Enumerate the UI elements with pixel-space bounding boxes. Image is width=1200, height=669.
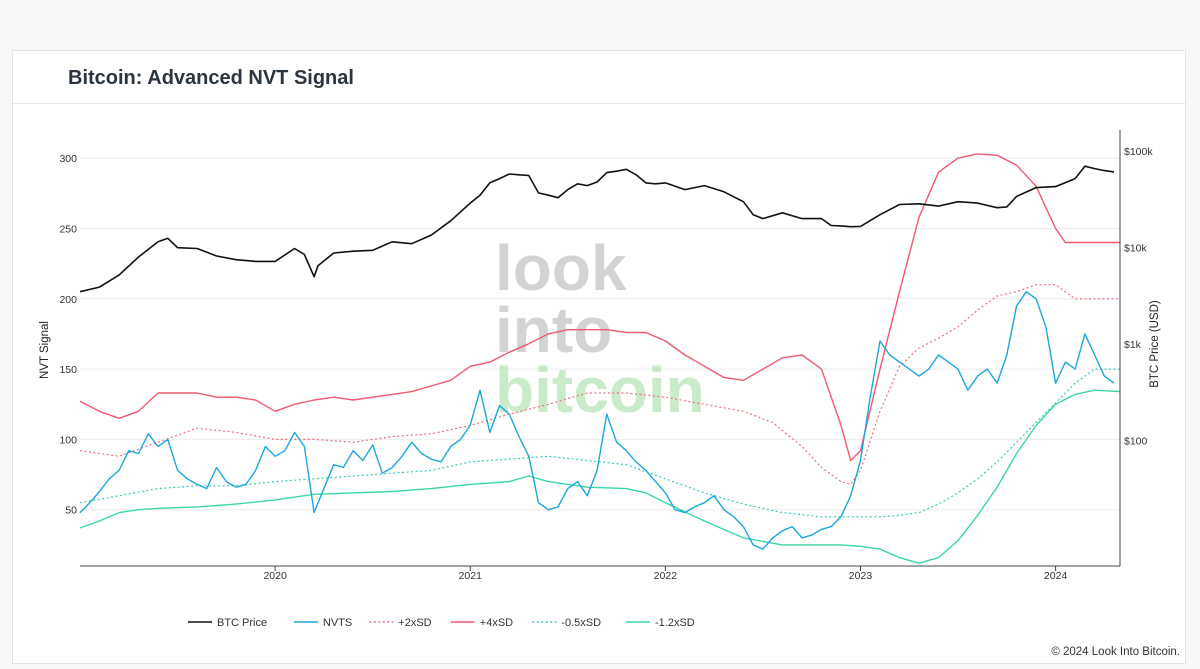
copyright-text: © 2024 Look Into Bitcoin. [1051,646,1180,658]
legend-item[interactable]: +4xSD [450,617,513,629]
legend-label: -0.5xSD [561,617,601,629]
series-line-4xsd [79,153,1120,462]
legend-item[interactable]: -0.5xSD [532,617,601,629]
legend-item[interactable]: -1.2xSD [626,617,695,629]
y-tick-label: 250 [59,223,77,235]
y2-tick-label: $1k [1124,339,1142,351]
series-line-btc-price [79,165,1115,293]
legend-item[interactable]: NVTS [293,617,352,629]
x-tick-label: 2021 [459,570,483,582]
x-tick-label: 2020 [263,570,287,582]
series-line-nvts [79,291,1115,550]
series-line-0-5xsd [79,368,1120,518]
x-tick-label: 2023 [849,570,873,582]
watermark-look: look [495,232,627,304]
watermark-bitcoin: bitcoin [495,354,705,426]
legend-item[interactable]: BTC Price [188,617,267,629]
y2-tick-label: $10k [1124,243,1148,255]
y-tick-label: 150 [59,364,77,376]
y2-axis-title: BTC Price (USD) [1149,300,1161,388]
y-tick-label: 200 [59,294,77,306]
y-tick-label: 300 [59,153,77,165]
x-tick-label: 2024 [1044,570,1068,582]
grid-lines [80,157,1120,511]
y-tick-label: 50 [65,505,77,517]
y-tick-label: 100 [59,434,77,446]
legend-label: -1.2xSD [655,617,695,629]
card-header: Bitcoin: Advanced NVT Signal [13,51,1185,104]
series-line-2xsd [79,284,1120,485]
legend-label: NVTS [323,617,352,629]
series-lines [79,153,1121,564]
legend[interactable]: BTC Price NVTS +2xSD +4xSD -0.5xSD -1.2xSD [188,617,695,629]
series-line-1-2xsd [79,389,1121,564]
chart-card: Bitcoin: Advanced NVT Signal [12,50,1186,664]
y2-tick-label: $100 [1124,436,1148,448]
x-tick-label: 2022 [654,570,678,582]
legend-item[interactable]: +2xSD [369,617,432,629]
watermark: look into bitcoin [495,232,705,426]
axes: 50 100 150 200 250 300 $100 $1k $10k $100k 2020 202… [39,130,1161,582]
y-axis-title: NVT Signal [39,321,51,379]
legend-label: +4xSD [480,617,513,629]
legend-label: +2xSD [398,617,431,629]
page-title: Bitcoin: Advanced NVT Signal [68,67,354,89]
legend-label: BTC Price [217,617,267,629]
y2-tick-label: $100k [1124,146,1153,158]
